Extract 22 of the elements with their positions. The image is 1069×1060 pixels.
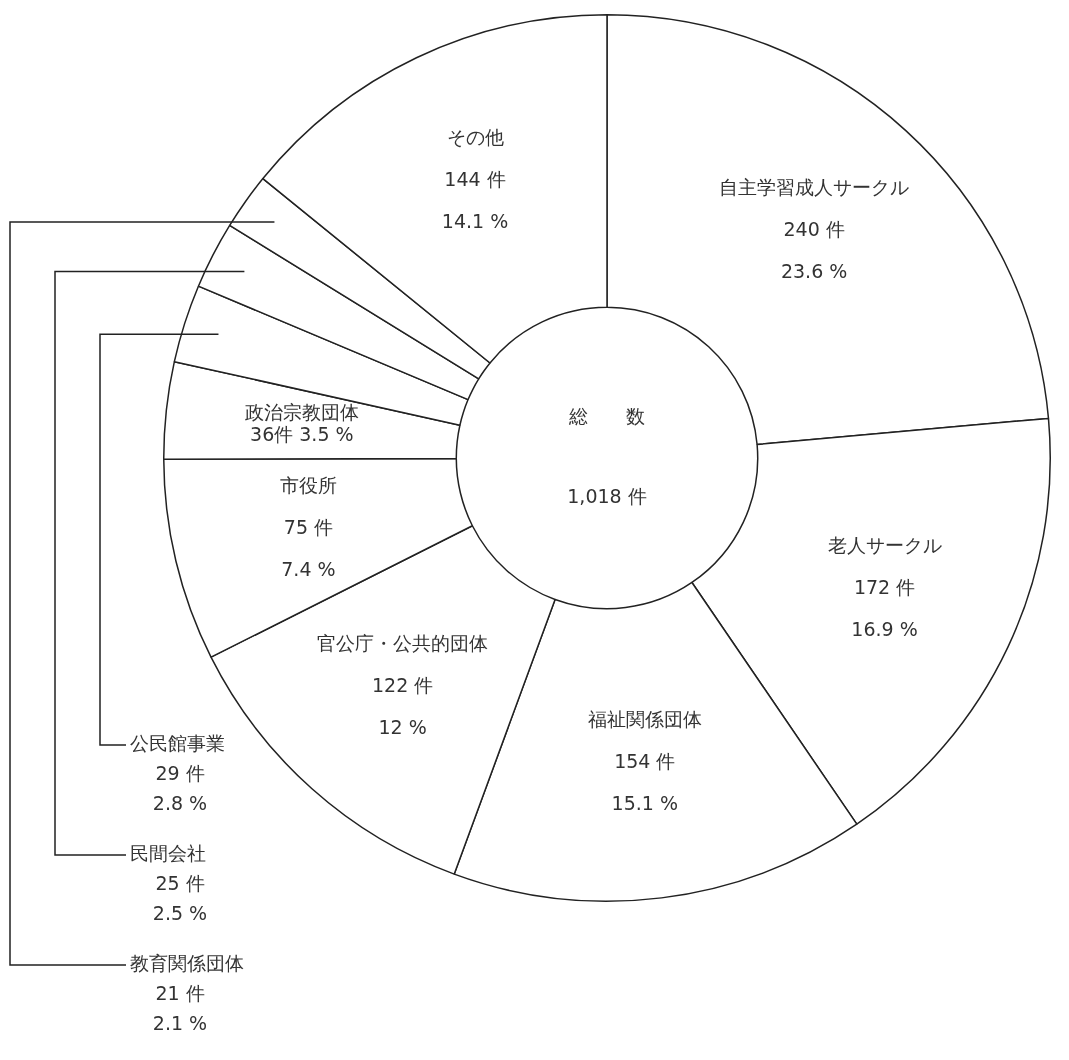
data-label: 144 件 14.1 % — [441, 167, 509, 232]
data-label: 172 件 16.9 % — [851, 576, 918, 641]
data-label: 36件 3.5 % — [250, 422, 354, 445]
text: 1,018 件 — [567, 484, 647, 507]
slice-label: 政治宗教団体 — [244, 400, 359, 423]
data-label: 25 件 2.5 % — [152, 871, 208, 924]
data-label: 21 件 2.1 % — [152, 981, 208, 1034]
data-label: 122 件 12 % — [372, 674, 434, 739]
slice-label: 民間会社 — [130, 841, 206, 864]
slice-label: 市役所 — [279, 474, 337, 497]
slice-label: 老人サークル — [827, 534, 942, 557]
data-label: 154 件 15.1 % — [611, 749, 678, 814]
slice-label: 福祉関係団体 — [587, 707, 702, 730]
slice-label: 自主学習成人サークル — [719, 176, 910, 199]
slice-label: 官公庁・公共的団体 — [317, 632, 489, 655]
data-label: 240 件 23.6 % — [780, 218, 848, 283]
text: 総 数 — [568, 404, 645, 427]
slice-label: その他 — [446, 125, 504, 148]
data-label: 75 件 7.4 % — [281, 516, 336, 581]
data-label: 29 件 2.8 % — [152, 761, 208, 814]
slice-label: 公民館事業 — [130, 731, 225, 754]
slice-label: 教育関係団体 — [130, 951, 244, 974]
